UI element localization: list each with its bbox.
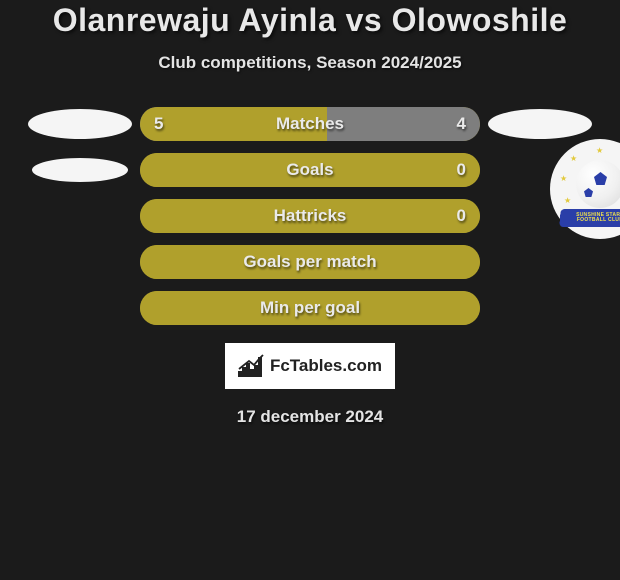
football-icon (576, 160, 620, 208)
left-side-slot (20, 109, 140, 139)
page-subtitle: Club competitions, Season 2024/2025 (0, 53, 620, 73)
left-side-slot (20, 158, 140, 182)
generated-date: 17 december 2024 (0, 407, 620, 427)
stat-bar: Min per goal (140, 291, 480, 325)
stat-bar: Hattricks 0 (140, 199, 480, 233)
stat-label: Goals per match (243, 252, 376, 272)
infographic-root: Olanrewaju Ayinla vs Olowoshile Club com… (0, 0, 620, 580)
right-side-slot: ★★★★★★★SUNSHINE STARS FOOTBALL CLUB (480, 155, 600, 185)
star-icon: ★ (596, 147, 603, 155)
player2-club-badge: ★★★★★★★SUNSHINE STARS FOOTBALL CLUB (550, 139, 620, 239)
stat-bar: 5 Matches 4 (140, 107, 480, 141)
club-ribbon-text: SUNSHINE STARS FOOTBALL CLUB (576, 213, 620, 223)
star-icon: ★ (570, 155, 577, 163)
stat-row: Goals per match (0, 239, 620, 285)
brand-chart-icon (238, 355, 264, 377)
star-icon: ★ (564, 197, 571, 205)
stat-bar: Goals 0 (140, 153, 480, 187)
club-ribbon: SUNSHINE STARS FOOTBALL CLUB (559, 209, 620, 227)
brand-chart-trendline-icon (238, 355, 264, 373)
brand-label: FcTables.com (270, 356, 382, 376)
stat-label: Matches (276, 114, 344, 134)
star-icon: ★ (560, 175, 567, 183)
stat-row: Goals0★★★★★★★SUNSHINE STARS FOOTBALL CLU… (0, 147, 620, 193)
page-title: Olanrewaju Ayinla vs Olowoshile (0, 0, 620, 39)
stat-row: Min per goal (0, 285, 620, 331)
stat-right-value: 0 (457, 206, 466, 226)
stat-row: 5 Matches 4 (0, 101, 620, 147)
player2-avatar-placeholder (488, 109, 592, 139)
brand-box: FcTables.com (225, 343, 395, 389)
stat-bar: Goals per match (140, 245, 480, 279)
stat-label: Hattricks (274, 206, 347, 226)
stat-left-value: 5 (154, 114, 163, 134)
stat-label: Goals (286, 160, 333, 180)
stat-right-value: 4 (457, 114, 466, 134)
player1-club-placeholder (32, 158, 128, 182)
stats-rows: 5Matches4Goals0★★★★★★★SUNSHINE STARS FOO… (0, 101, 620, 331)
stat-label: Min per goal (260, 298, 360, 318)
stat-right-value: 0 (457, 160, 466, 180)
right-side-slot (480, 109, 600, 139)
stat-row: Hattricks 0 (0, 193, 620, 239)
player1-avatar-placeholder (28, 109, 132, 139)
